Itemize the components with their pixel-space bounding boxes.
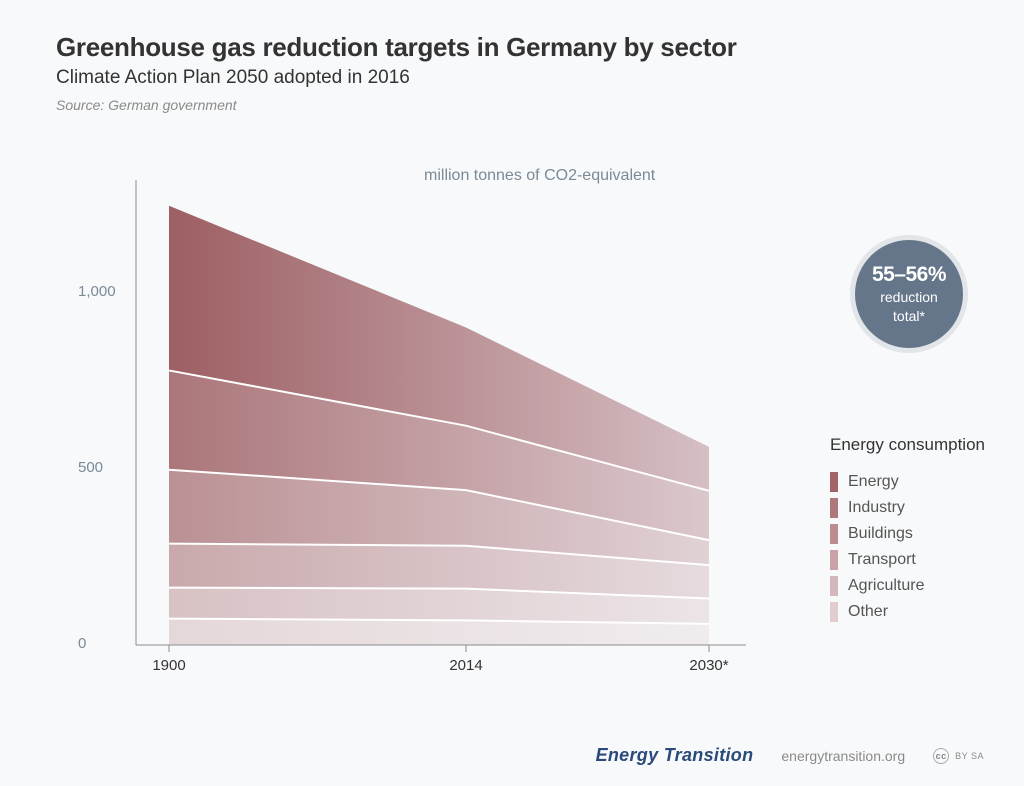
legend-label: Buildings (848, 525, 913, 543)
y-tick-label: 0 (78, 635, 86, 652)
legend-label: Energy (848, 473, 899, 491)
cc-icon: cc (933, 748, 949, 764)
legend-label: Other (848, 603, 888, 621)
legend-item: Transport (830, 547, 985, 573)
y-tick-label: 500 (78, 459, 103, 476)
legend-swatch (830, 472, 838, 492)
stacked-area-chart (56, 150, 756, 680)
legend-swatch (830, 576, 838, 596)
legend-item: Buildings (830, 521, 985, 547)
legend-label: Agriculture (848, 577, 924, 595)
legend-swatch (830, 498, 838, 518)
legend-swatch (830, 524, 838, 544)
legend-item: Agriculture (830, 573, 985, 599)
badge-line1: reduction (855, 289, 963, 306)
badge-percent: 55–56% (855, 263, 963, 287)
x-tick-label: 2014 (449, 657, 482, 674)
legend-label: Industry (848, 499, 905, 517)
footer: Energy Transition energytransition.org c… (596, 745, 984, 766)
brand-url: energytransition.org (781, 748, 905, 764)
cc-label: BY SA (955, 751, 984, 761)
y-unit-label: million tonnes of CO2-equivalent (424, 167, 655, 185)
legend-title: Energy consumption (830, 435, 985, 455)
brand-name: Energy Transition (596, 745, 754, 766)
legend-item: Other (830, 599, 985, 625)
legend: Energy consumption Energy Industry Buildin… (830, 435, 985, 625)
chart-area: million tonnes of CO2-equivalent 0 500 1,0… (56, 150, 756, 680)
legend-swatch (830, 550, 838, 570)
x-tick-label: 1900 (152, 657, 185, 674)
legend-swatch (830, 602, 838, 622)
legend-item: Energy (830, 469, 985, 495)
chart-source: Source: German government (56, 97, 968, 113)
y-tick-label: 1,000 (78, 283, 116, 300)
reduction-badge: 55–56% reduction total* (855, 240, 963, 348)
badge-line2: total* (855, 308, 963, 325)
license-badge: cc BY SA (933, 748, 984, 764)
chart-subtitle: Climate Action Plan 2050 adopted in 2016 (56, 67, 968, 89)
legend-item: Industry (830, 495, 985, 521)
x-tick-label: 2030* (689, 657, 728, 674)
legend-label: Transport (848, 551, 916, 569)
chart-title: Greenhouse gas reduction targets in Germ… (56, 32, 968, 63)
